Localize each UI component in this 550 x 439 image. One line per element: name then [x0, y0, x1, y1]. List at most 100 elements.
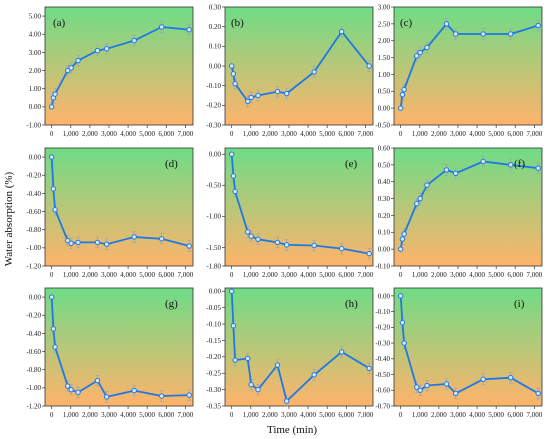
y-tick-label: -0.40 [26, 190, 41, 198]
data-point [50, 186, 57, 192]
plot-frame [393, 287, 543, 407]
y-tick-label: 0.00 [29, 293, 42, 301]
data-point [255, 92, 261, 99]
data-point [452, 390, 459, 397]
plot-background [45, 7, 193, 125]
x-tick-label: 2,000 [431, 130, 447, 138]
data-point [255, 236, 261, 242]
data-point [507, 31, 514, 37]
panel-e: 0 1,000 2,000 3,000 4,000 5,000 6,000 7,000 -1.8… [206, 147, 374, 279]
y-tick-label: -0.80 [26, 226, 41, 234]
y-tick-label: -0.10 [375, 308, 390, 316]
x-tick-label: 5,000 [319, 271, 335, 279]
data-point [48, 104, 55, 110]
data-point [94, 239, 101, 246]
x-tick-label: 3,000 [450, 411, 466, 419]
data-point [50, 326, 57, 332]
x-tick-label: 2,000 [431, 271, 447, 279]
y-axis-label: Water absorption (%) [3, 171, 15, 266]
data-point [230, 322, 237, 329]
x-tick-label: 6,000 [338, 271, 354, 279]
y-tick-label: -1.20 [26, 262, 41, 270]
x-tick-label: 5,000 [488, 130, 504, 138]
x-tick-label: 6,000 [158, 130, 174, 138]
x-tick-label: 6,000 [338, 411, 354, 419]
y-tick-label: -0.15 [206, 337, 221, 345]
panel-g: 0 1,000 2,000 3,000 4,000 5,000 6,000 7,000 -1.2… [26, 287, 194, 419]
data-point [245, 98, 251, 105]
panel-label: (b) [231, 17, 244, 29]
data-point [274, 362, 281, 368]
x-tick-label: 7,000 [357, 130, 373, 138]
y-tick-label: 0.30 [209, 3, 222, 11]
data-point [399, 236, 406, 242]
y-tick-label: -1.20 [26, 402, 41, 410]
data-point [228, 151, 235, 157]
y-tick-label: 1.50 [378, 54, 391, 62]
data-point [103, 394, 110, 400]
data-point [230, 173, 237, 179]
y-tick-label: -0.30 [206, 386, 221, 394]
x-tick-label: 7,000 [526, 411, 542, 419]
y-tick-label: -1.00 [206, 213, 221, 221]
panel-label: (c) [400, 17, 413, 29]
x-tick-label: 4,000 [120, 271, 136, 279]
y-tick-label: -0.20 [26, 312, 41, 320]
y-tick-label: -0.10 [206, 320, 221, 328]
data-point [535, 390, 541, 397]
y-tick-label: 0.10 [378, 229, 391, 237]
y-tick-label: 1.00 [29, 85, 42, 93]
x-tick-label: 3,000 [450, 271, 466, 279]
x-tick-label: 1,000 [243, 130, 259, 138]
y-tick-label: 1.00 [378, 71, 391, 79]
x-tick-label: 6,000 [338, 130, 354, 138]
data-point [245, 229, 251, 235]
panel-label: (h) [345, 298, 358, 310]
x-tick-label: 4,000 [120, 130, 136, 138]
x-tick-label: 1,000 [63, 271, 79, 279]
x-tick-label: 6,000 [158, 411, 174, 419]
data-point [401, 231, 407, 237]
x-tick-label: 1,000 [412, 411, 428, 419]
y-tick-label: -0.25 [206, 370, 221, 378]
x-tick-label: 0 [50, 411, 54, 419]
data-point [52, 344, 58, 350]
y-tick-label: 0.20 [209, 23, 222, 31]
x-tick-label: 0 [50, 271, 54, 279]
data-point [417, 195, 423, 202]
x-tick-label: 1,000 [243, 411, 259, 419]
y-tick-label: 0.00 [29, 103, 42, 111]
data-point [52, 91, 58, 97]
plot-frame [224, 287, 374, 407]
y-tick-label: -0.70 [375, 402, 390, 410]
x-tick-label: 6,000 [507, 411, 523, 419]
panel-h: 0 1,000 2,000 3,000 4,000 5,000 6,000 7,000 -0.3… [206, 287, 374, 419]
y-tick-label: 0.00 [209, 151, 222, 159]
data-point [75, 239, 81, 246]
y-tick-label: 2.00 [29, 67, 42, 75]
data-point [48, 294, 55, 300]
panel-f: 0 1,000 2,000 3,000 4,000 5,000 6,000 7,000 -0.1… [375, 144, 542, 279]
data-point [232, 357, 238, 363]
x-tick-label: 7,000 [357, 411, 373, 419]
data-point [366, 365, 372, 372]
x-tick-label: 6,000 [507, 271, 523, 279]
data-point [230, 71, 237, 77]
data-point [248, 94, 254, 101]
y-tick-label: -0.50 [375, 371, 390, 379]
data-point [397, 246, 404, 252]
data-point [68, 65, 74, 71]
x-tick-label: 1,000 [412, 271, 428, 279]
y-tick-label: 2.50 [378, 20, 391, 28]
y-tick-label: -0.05 [206, 304, 221, 312]
x-tick-label: 0 [399, 130, 403, 138]
data-point [228, 288, 235, 294]
panel-grid: 0 1,000 2,000 3,000 4,000 5,000 6,000 7,000-1.0… [26, 3, 542, 419]
data-point [65, 237, 71, 244]
data-point [245, 355, 251, 362]
data-point [186, 243, 192, 249]
y-tick-label: -1.50 [206, 244, 221, 252]
data-point [283, 398, 290, 404]
x-tick-label: 2,000 [431, 411, 447, 419]
y-tick-label: -0.20 [206, 353, 221, 361]
